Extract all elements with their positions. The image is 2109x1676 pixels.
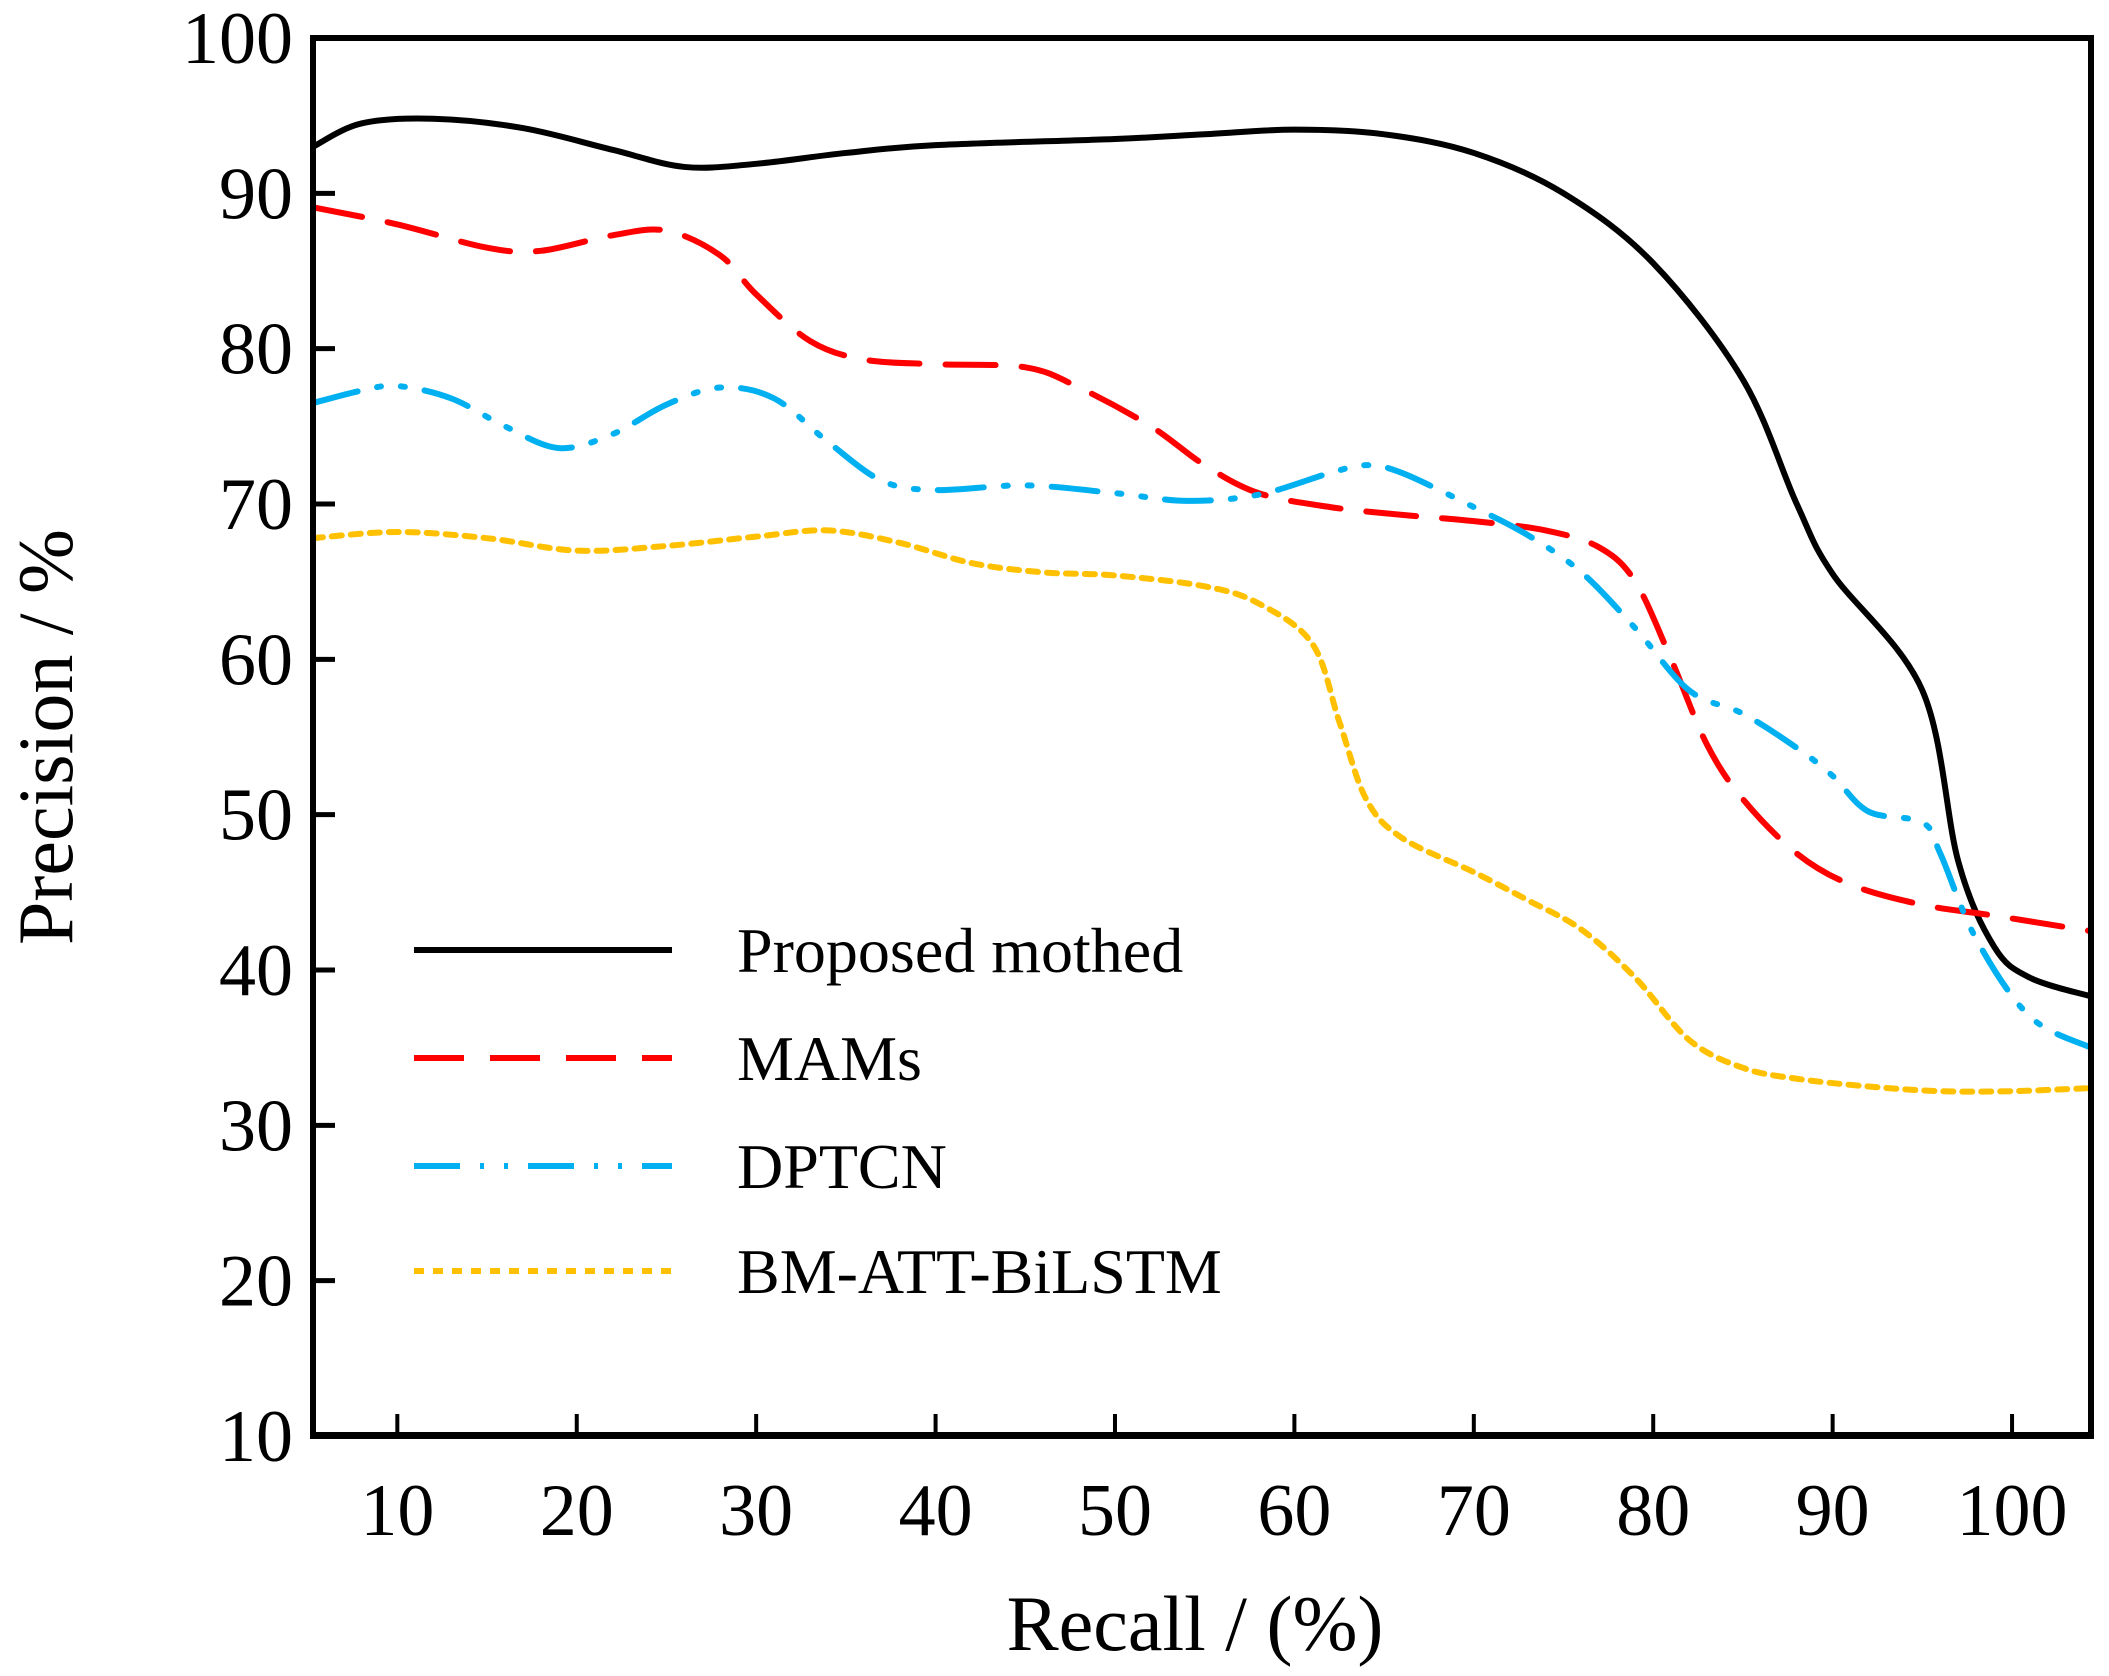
series-line-dptcn (310, 382, 2094, 1051)
y-axis-ticks: 10 20 30 40 50 60 70 80 90 100 (182, 0, 335, 1478)
y-tick-label: 90 (219, 153, 293, 235)
y-tick-label: 80 (219, 309, 293, 391)
x-tick-label: 80 (1616, 1470, 1690, 1552)
y-tick-label: 50 (219, 775, 293, 857)
y-axis-title: Precision / % (2, 529, 89, 945)
y-tick-label: 100 (182, 0, 293, 80)
series-line-mams (310, 204, 2094, 935)
plot-frame (310, 35, 2094, 1439)
x-tick-label: 30 (719, 1470, 793, 1552)
x-axis-title: Recall / (%) (1007, 1580, 1384, 1667)
x-tick-label: 10 (360, 1470, 434, 1552)
x-axis-ticks: 10 20 30 40 50 60 70 80 90 100 (360, 1414, 2068, 1552)
x-tick-label: 50 (1078, 1470, 1152, 1552)
x-tick-label: 20 (540, 1470, 614, 1552)
y-tick-label: 70 (219, 464, 293, 546)
legend-label-dptcn: DPTCN (737, 1131, 947, 1202)
y-tick-label: 20 (219, 1241, 293, 1323)
legend-label-bm-att-bilstm: BM-ATT-BiLSTM (737, 1236, 1222, 1307)
legend-label-mams: MAMs (737, 1023, 922, 1094)
y-tick-label: 10 (219, 1396, 293, 1478)
legend: Proposed mothed MAMs DPTCN BM-ATT-BiLSTM (414, 915, 1222, 1307)
y-tick-label: 60 (219, 619, 293, 701)
x-tick-label: 90 (1796, 1470, 1870, 1552)
series-line-bm-att-bilstm (310, 527, 2094, 1095)
y-tick-label: 40 (219, 930, 293, 1012)
legend-label-proposed-mothed: Proposed mothed (737, 915, 1183, 986)
y-tick-label: 30 (219, 1085, 293, 1167)
x-tick-label: 40 (899, 1470, 973, 1552)
x-tick-label: 100 (1957, 1470, 2068, 1552)
x-tick-label: 70 (1437, 1470, 1511, 1552)
x-axis-line (313, 1432, 2091, 1439)
x-tick-label: 60 (1257, 1470, 1331, 1552)
series-line-proposed-mothed (310, 115, 2094, 1000)
series-layer (310, 115, 2094, 1095)
